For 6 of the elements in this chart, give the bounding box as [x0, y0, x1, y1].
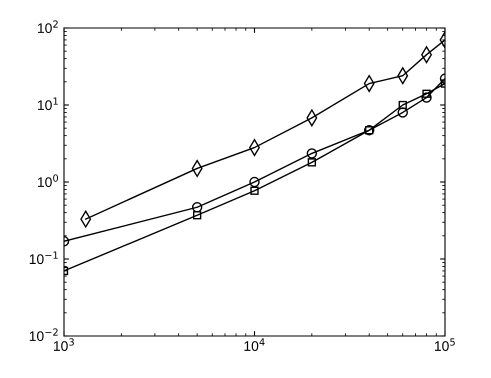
x-tick-label: 10$^{4}$: [244, 338, 265, 351]
y-tick-label: 10$^{0}$: [38, 174, 58, 188]
y-tick-label: 10$^{−1}$: [30, 252, 58, 264]
y-tick-label: 10$^{1}$: [38, 98, 58, 110]
y-tick-label: 10$^{2}$: [38, 20, 58, 34]
x-tick-label: 10$^{5}$: [434, 338, 455, 351]
